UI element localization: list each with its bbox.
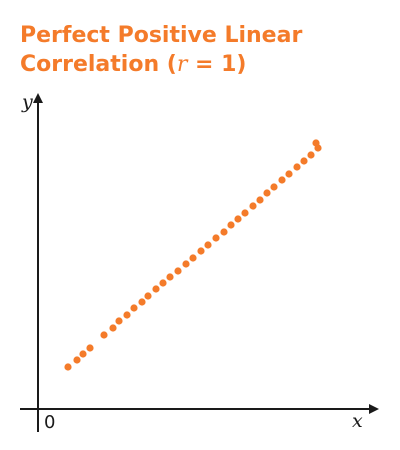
- data-point: [197, 247, 205, 255]
- data-point: [123, 311, 131, 319]
- chart-title-line-2: Correlation (r = 1): [20, 52, 246, 77]
- title-suffix: = 1): [187, 52, 246, 77]
- data-point: [144, 292, 152, 300]
- scatter-points: [64, 139, 322, 371]
- data-point: [64, 363, 72, 371]
- data-point: [130, 304, 138, 312]
- data-point: [115, 317, 123, 325]
- data-point: [138, 298, 146, 306]
- data-point: [166, 273, 174, 281]
- data-point: [312, 139, 320, 147]
- data-point: [241, 209, 249, 217]
- data-point: [270, 183, 278, 191]
- chart-title-line-1: Perfect Positive Linear: [20, 23, 302, 48]
- data-point: [159, 279, 167, 287]
- data-point: [285, 170, 293, 178]
- data-point: [100, 331, 108, 339]
- data-point: [220, 228, 228, 236]
- data-point: [174, 267, 182, 275]
- data-point: [234, 215, 242, 223]
- origin-label: 0: [44, 412, 55, 433]
- data-point: [249, 202, 257, 210]
- y-axis-label: y: [21, 91, 33, 113]
- title-variable: r: [177, 52, 189, 77]
- data-point: [204, 241, 212, 249]
- data-point: [182, 260, 190, 268]
- data-point: [293, 163, 301, 171]
- data-point: [278, 176, 286, 184]
- data-point: [109, 324, 117, 332]
- data-point: [86, 344, 94, 352]
- data-point: [189, 254, 197, 262]
- data-point: [307, 151, 315, 159]
- data-point: [227, 221, 235, 229]
- data-point: [256, 196, 264, 204]
- data-point: [79, 350, 87, 358]
- data-point: [73, 356, 81, 364]
- data-point: [152, 285, 160, 293]
- title-prefix: Correlation (: [20, 52, 177, 77]
- data-point: [263, 189, 271, 197]
- data-point: [300, 157, 308, 165]
- data-point: [212, 234, 220, 242]
- x-axis-label: x: [352, 410, 363, 432]
